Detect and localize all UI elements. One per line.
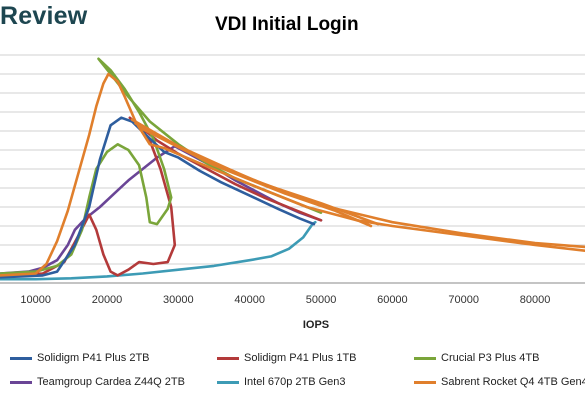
legend-label: Sabrent Rocket Q4 4TB Gen4 — [441, 376, 585, 388]
series-lines — [0, 57, 585, 281]
series-line-sabrent-rocket-q4-4tb-gen4 — [130, 118, 585, 249]
x-tick-label: 20000 — [92, 294, 123, 306]
legend-label: Crucial P3 Plus 4TB — [441, 352, 540, 364]
x-axis-label: IOPS — [303, 319, 329, 331]
x-tick-label: 50000 — [306, 294, 337, 306]
x-tick-label: 10000 — [20, 294, 51, 306]
series-line-intel-670p-2tb-gen3 — [0, 220, 317, 281]
series-line-teamgroup-cardea-z44q-2tb — [0, 144, 323, 275]
legend-label: Solidigm P41 Plus 1TB — [244, 352, 357, 364]
x-tick-label: 70000 — [448, 294, 479, 306]
legend-swatch — [217, 356, 239, 360]
chart-title: VDI Initial Login — [215, 14, 359, 35]
legend-swatch — [10, 356, 32, 360]
legend-item: Solidigm P41 Plus 1TB — [217, 349, 357, 367]
x-tick-label: 60000 — [377, 294, 408, 306]
x-tick-label: 80000 — [520, 294, 551, 306]
legend-item: Solidigm P41 Plus 2TB — [10, 349, 150, 367]
brand-logo: Review — [0, 2, 88, 30]
legend-swatch — [217, 380, 239, 384]
series-line-crucial-p3-plus-4tb — [0, 57, 323, 275]
x-tick-label: 30000 — [163, 294, 194, 306]
series-line-sabrent-rocket-q4-4tb-gen4 — [137, 125, 373, 228]
legend-item: Teamgroup Cardea Z44Q 2TB — [10, 373, 185, 391]
legend-item: Intel 670p 2TB Gen3 — [217, 373, 346, 391]
legend-swatch — [414, 356, 436, 360]
legend-item: Crucial P3 Plus 4TB — [414, 349, 539, 367]
legend-swatch — [414, 380, 436, 384]
gridlines — [0, 54, 585, 284]
legend-label: Teamgroup Cardea Z44Q 2TB — [37, 376, 185, 388]
x-tick-labels: 10000 20000 30000 40000 50000 60000 70000 80000 — [20, 294, 550, 306]
legend: Solidigm P41 Plus 2TB Solidigm P41 Plus 1… — [10, 349, 585, 399]
legend-label: Solidigm P41 Plus 2TB — [37, 352, 150, 364]
legend-item: Sabrent Rocket Q4 4TB Gen4 — [414, 373, 585, 391]
legend-swatch — [10, 380, 32, 384]
x-tick-label: 40000 — [234, 294, 265, 306]
series-line-sabrent-rocket-q4-4tb-gen4 — [0, 72, 585, 277]
legend-label: Intel 670p 2TB Gen3 — [244, 376, 346, 388]
series-line-solidigm-p41-plus-1tb — [0, 116, 323, 277]
